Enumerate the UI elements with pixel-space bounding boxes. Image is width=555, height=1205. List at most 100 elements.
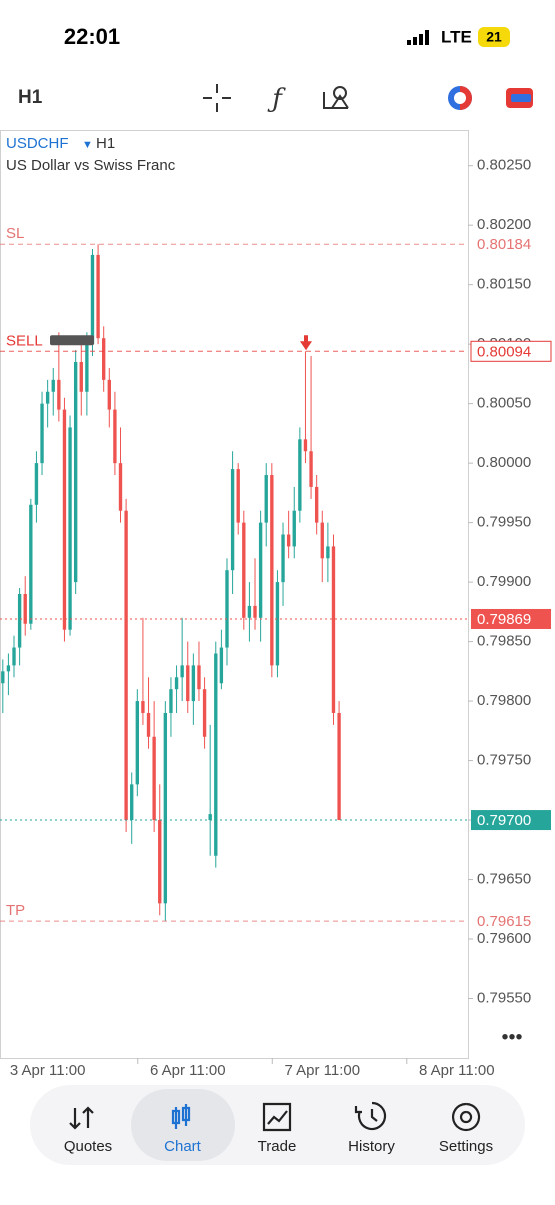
candle-body [314,486,319,523]
candle-body [320,522,324,559]
candle-body [202,689,207,737]
candle-body [68,427,72,630]
y-tick-label: 0.80250 [477,157,531,174]
trade-button[interactable] [448,86,472,110]
candle-body [12,647,16,666]
x-tick-label: 8 Apr 11:00 [419,1062,495,1079]
candle-body [124,510,128,821]
candle-body [40,403,44,464]
nav-label: Settings [439,1138,493,1155]
candle-body [197,665,201,690]
candle-body [191,665,196,702]
candle-body [298,439,302,511]
y-tick-label: 0.80200 [477,216,531,233]
price-level-name: SL [6,225,24,242]
y-tick-label: 0.79600 [477,930,531,947]
y-tick-label: 0.80050 [477,395,531,412]
price-level-label: 0.79615 [477,913,531,930]
candle-body [85,344,89,392]
price-level-label: 0.79700 [477,812,531,829]
candle-body [309,451,313,487]
candle-body [29,504,33,624]
candle-body [57,379,61,410]
nav-icon [451,1102,481,1132]
candle-body [118,463,123,511]
y-tick-label: 0.79900 [477,573,531,590]
chart-subtitle: US Dollar vs Swiss Franc [6,157,176,174]
account-button[interactable] [506,88,533,108]
candle-body [186,665,190,702]
nav-icon [69,1106,94,1130]
candle-body [230,469,235,571]
indicators-button[interactable]: ƒ [267,84,286,114]
candle-body [135,701,139,785]
candle-body [23,594,27,624]
price-level-box [471,234,551,255]
candle-body [331,546,336,713]
candle-body [326,546,330,559]
candle-body [219,647,224,684]
price-level-box [470,340,552,362]
crosshair-button[interactable] [203,84,231,112]
candle-body [96,254,100,339]
candle-body [113,409,117,464]
battery-icon [478,27,510,47]
order-marker [50,335,94,346]
y-tick-label: 0.79550 [477,989,531,1006]
candle-body [208,814,212,821]
battery-level: 21 [486,29,502,45]
symbol-dropdown[interactable]: ▼ [82,139,93,151]
candle-body [174,677,179,690]
chart-symbol[interactable]: USDCHF [6,135,69,152]
candle-body [169,689,173,713]
nav-label: Trade [258,1138,297,1155]
candle-body [281,534,285,583]
candle-body [152,736,156,821]
price-level-name: TP [6,902,25,919]
nav-item[interactable]: History [348,1101,395,1155]
price-level-label: 0.80094 [477,343,531,360]
objects-button[interactable] [323,86,349,109]
candle-body [286,534,291,547]
nav-item[interactable]: Quotes [64,1106,112,1155]
y-tick-label: 0.80000 [477,454,531,471]
candle-body [292,510,296,547]
y-tick-label: 0.79800 [477,692,531,709]
candle-body [253,605,257,618]
nav-item[interactable]: Chart [164,1104,202,1155]
y-tick-label: 0.80150 [477,276,531,293]
price-level-box [471,810,551,831]
x-tick-label: 3 Apr 11:00 [10,1062,86,1079]
candle-body [102,338,106,380]
candle-body [225,570,229,648]
candle-body [258,522,263,618]
nav-active-highlight [131,1089,235,1161]
price-level-label: 0.80184 [477,236,531,253]
nav-item[interactable]: Settings [439,1102,493,1155]
candle-body [158,820,162,904]
x-tick-label: 6 Apr 11:00 [150,1062,226,1079]
nav-icon [262,1102,292,1132]
nav-label: History [348,1138,395,1155]
candle-body [180,665,184,678]
candle-body [214,653,218,856]
more-button[interactable]: ••• [501,1026,522,1048]
candle-body [51,379,55,392]
sell-arrow [300,335,312,351]
signal-icon [407,30,429,45]
candle-body [275,582,280,666]
candle-body [163,712,168,904]
candle-body [242,522,246,618]
candle-body [62,409,67,630]
chart-timeframe: H1 [96,135,115,152]
chart-frame [0,130,469,1059]
price-level-name: SELL [6,332,43,349]
status-network: LTE [441,27,472,46]
price-level-label: 0.79869 [477,611,531,628]
y-tick-label: 0.79850 [477,633,531,650]
timeframe-button[interactable]: H1 [18,87,43,108]
nav-icon [354,1101,387,1131]
nav-label: Quotes [64,1138,112,1155]
nav-item[interactable]: Trade [258,1102,297,1155]
